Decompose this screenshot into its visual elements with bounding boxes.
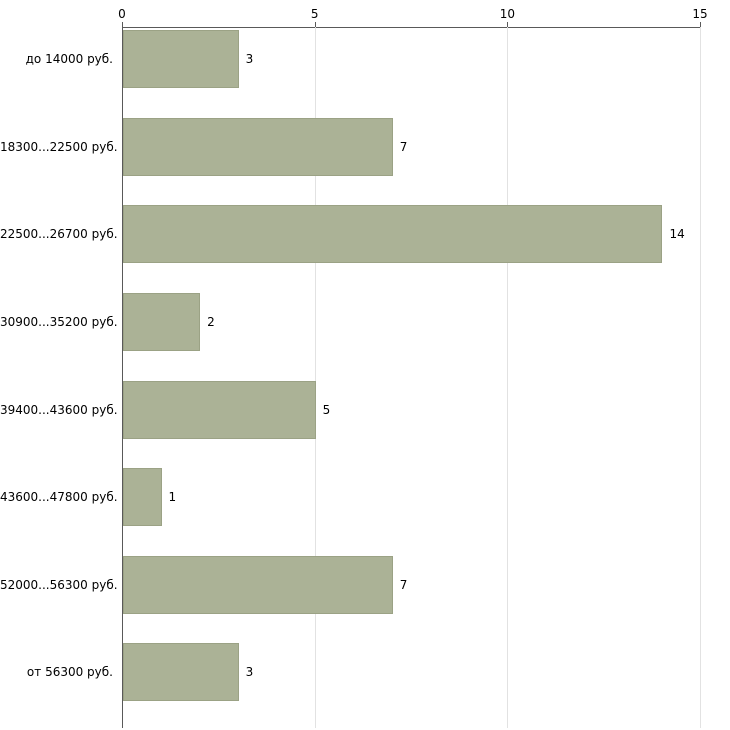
gridline bbox=[700, 27, 701, 728]
category-label: 39400...43600 руб. bbox=[0, 402, 118, 417]
bar-line: 39400...43600 руб. 5 bbox=[0, 380, 730, 439]
category-label: 52000...56300 руб. bbox=[0, 577, 118, 592]
chart-row: 18300...22500 руб. 7 bbox=[0, 115, 730, 203]
gridline bbox=[314, 27, 316, 728]
bar-line: до 14000 руб. 3 bbox=[0, 30, 730, 88]
category-label: 18300...22500 руб. bbox=[0, 139, 118, 154]
chart-row: от 56300 руб. 3 bbox=[0, 640, 730, 728]
plot-area bbox=[122, 27, 701, 728]
bar-line: 43600...47800 руб. 1 bbox=[0, 468, 730, 527]
chart-row: 43600...47800 руб. 1 bbox=[0, 465, 730, 553]
category-label: 30900...35200 руб. bbox=[0, 314, 118, 329]
value-label: 1 bbox=[168, 490, 177, 505]
x-tick-label: 0 bbox=[118, 7, 126, 21]
bar bbox=[123, 205, 663, 264]
bar-line: 22500...26700 руб. 14 bbox=[0, 205, 730, 264]
value-label: 7 bbox=[399, 577, 408, 592]
x-axis-line bbox=[122, 27, 701, 28]
bar bbox=[123, 292, 201, 351]
category-label: 22500...26700 руб. bbox=[0, 227, 118, 242]
bar bbox=[123, 117, 393, 176]
bar-line: 18300...22500 руб. 7 bbox=[0, 117, 730, 176]
bar-line: 52000...56300 руб. 7 bbox=[0, 555, 730, 614]
gridline bbox=[507, 27, 509, 728]
bar bbox=[123, 30, 239, 88]
chart-row: 39400...43600 руб. 5 bbox=[0, 378, 730, 466]
chart-row: 22500...26700 руб. 14 bbox=[0, 202, 730, 290]
bar-line: от 56300 руб. 3 bbox=[0, 643, 730, 702]
x-tick-mark bbox=[122, 22, 123, 27]
x-tick-mark bbox=[507, 22, 509, 27]
category-label: от 56300 руб. bbox=[26, 665, 113, 680]
x-tick-mark bbox=[314, 22, 316, 27]
chart-row: 52000...56300 руб. 7 bbox=[0, 553, 730, 641]
value-label: 3 bbox=[245, 665, 254, 680]
x-tick-label: 15 bbox=[692, 7, 708, 21]
bar bbox=[123, 380, 316, 439]
bar bbox=[123, 555, 393, 614]
bar-line: 30900...35200 руб. 2 bbox=[0, 292, 730, 351]
category-label: 43600...47800 руб. bbox=[0, 490, 118, 505]
category-label: до 14000 руб. bbox=[25, 52, 113, 66]
y-axis-line bbox=[122, 27, 123, 728]
bar bbox=[123, 643, 239, 702]
value-label: 7 bbox=[399, 139, 408, 154]
chart-row: до 14000 руб. 3 bbox=[0, 27, 730, 115]
value-label: 14 bbox=[669, 227, 685, 242]
x-tick-label: 5 bbox=[310, 7, 319, 21]
value-label: 5 bbox=[322, 402, 331, 417]
chart-row: 30900...35200 руб. 2 bbox=[0, 290, 730, 378]
bar bbox=[123, 468, 162, 527]
x-tick-mark bbox=[700, 22, 701, 27]
x-tick-label: 10 bbox=[499, 7, 515, 21]
value-label: 2 bbox=[207, 314, 215, 329]
value-label: 3 bbox=[245, 52, 254, 66]
